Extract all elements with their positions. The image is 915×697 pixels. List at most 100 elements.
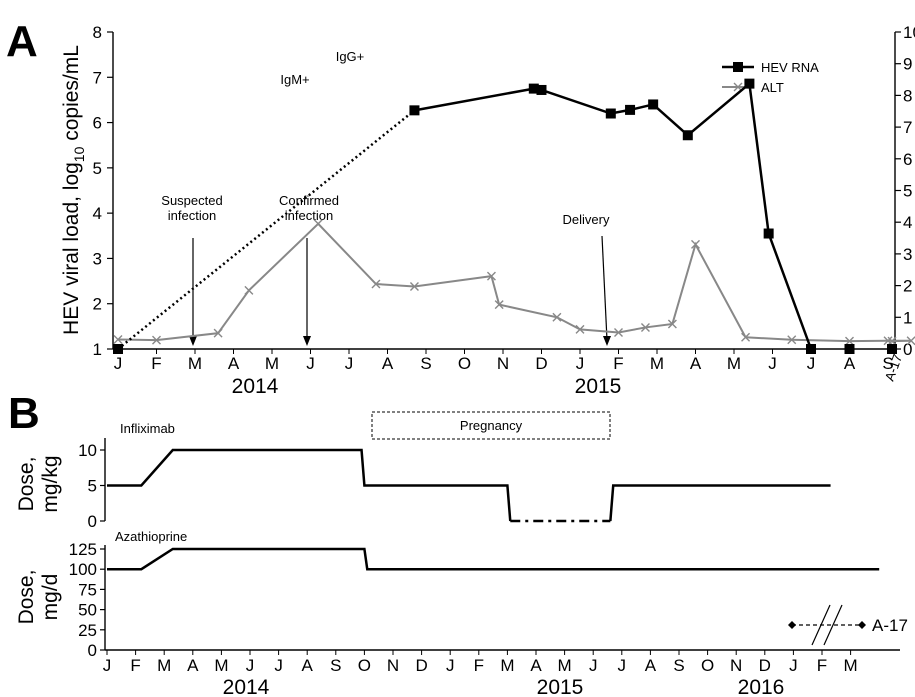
break-slash-1 — [811, 604, 831, 646]
a-x-tick-label: J — [114, 354, 123, 373]
a-left-tick-label: 7 — [93, 68, 102, 87]
b-x-tick-label: A — [302, 656, 314, 675]
pregnancy-box — [371, 411, 611, 440]
panel-a-label: A — [6, 17, 38, 66]
a-x-tick-label: A — [690, 354, 702, 373]
panel-b-label: B — [8, 389, 40, 438]
b-x-tick-label: O — [358, 656, 371, 675]
legend-rna-marker — [733, 62, 743, 72]
b-x-tick-label: S — [330, 656, 341, 675]
a-right-tick-label: 7 — [903, 118, 912, 137]
infliximab-tick-label: 5 — [88, 477, 97, 496]
b-x-tick-label: J — [789, 656, 798, 675]
suspected-label-2: infection — [168, 208, 216, 223]
b-x-tick-label: O — [701, 656, 714, 675]
azathioprine-y-title-1: Dose, — [15, 570, 38, 625]
b-x-tick-label: M — [214, 656, 228, 675]
b-x-tick-label: M — [157, 656, 171, 675]
b-x-tick-label: N — [387, 656, 399, 675]
a-x-tick-label: F — [151, 354, 161, 373]
alt-point — [691, 239, 700, 249]
a-right-tick-label: 2 — [903, 277, 912, 296]
rna-point — [528, 83, 539, 94]
break-label: A-17 — [872, 616, 908, 635]
alt-point — [575, 324, 585, 334]
a-x-tick-label: A — [844, 354, 856, 373]
azathioprine-y-title-2: mg/d — [39, 574, 62, 621]
panel-a-y-title: HEV viral load, log10 copies/mL — [60, 45, 87, 335]
azathioprine-tick-label: 125 — [69, 540, 97, 559]
azathioprine-tick-label: 100 — [69, 560, 97, 579]
a-left-tick-label: 8 — [93, 23, 102, 42]
a-right-tick-label: 10 — [903, 23, 915, 42]
b-x-tick-label: A — [187, 656, 199, 675]
b-x-tick-label: M — [500, 656, 514, 675]
infliximab-line — [107, 448, 512, 522]
a-x-tick-label: J — [576, 354, 585, 373]
b-x-tick-label: N — [730, 656, 742, 675]
infliximab-label: Infliximab — [120, 421, 175, 436]
a-right-tick-label: 6 — [903, 150, 912, 169]
a-x-tick-label: F — [613, 354, 623, 373]
rna-point — [806, 344, 816, 354]
alt-point — [667, 319, 677, 329]
a-x-tick-label: M — [265, 354, 279, 373]
a-left-tick-label: 4 — [93, 204, 102, 223]
a-x-tick-label: M — [727, 354, 741, 373]
b-x-tick-label: J — [618, 656, 627, 675]
rna-dotted-segment — [117, 109, 416, 350]
confirmed-arrowhead — [303, 336, 311, 346]
alt-point — [887, 336, 897, 346]
igg-annotation: IgG+ — [336, 49, 365, 64]
rna-point — [113, 344, 123, 354]
azathioprine-tick-label: 25 — [78, 621, 97, 640]
legend-alt-label: ALT — [761, 80, 784, 95]
alt-point — [741, 332, 751, 342]
a-x-tick-label: N — [497, 354, 509, 373]
b-x-tick-label: J — [446, 656, 455, 675]
panel-b-year-2015: 2015 — [537, 676, 584, 697]
alt-point — [313, 219, 323, 229]
rna-point — [648, 99, 659, 110]
delivery-label: Delivery — [563, 212, 610, 227]
alt-point — [883, 336, 893, 346]
delivery-arrowhead — [603, 336, 611, 346]
panel-b-year-2016: 2016 — [738, 676, 785, 697]
b-x-tick-label: M — [844, 656, 858, 675]
b-x-tick-label: J — [274, 656, 283, 675]
suspected-label-1: Suspected — [161, 193, 222, 208]
a-x-tick-label: S — [882, 354, 893, 373]
infliximab-y-title-1: Dose, — [15, 457, 38, 512]
a-right-tick-label: 4 — [903, 213, 912, 232]
a-x-tick-label: O — [458, 354, 471, 373]
a-left-tick-label: 5 — [93, 159, 102, 178]
confirmed-label-1: Confirmed — [279, 193, 339, 208]
alt-point — [213, 328, 223, 338]
b-x-tick-label: F — [474, 656, 484, 675]
b-x-tick-label: A — [530, 656, 542, 675]
panel-a-year-2014: 2014 — [232, 375, 279, 398]
b-x-tick-label: D — [415, 656, 427, 675]
a-right-tick-label: 1 — [903, 308, 912, 327]
alt-point — [640, 322, 650, 332]
azathioprine-label: Azathioprine — [115, 529, 187, 544]
b-x-tick-label: J — [103, 656, 112, 675]
alt-point — [845, 336, 854, 346]
alt-point — [409, 282, 419, 292]
delivery-arrow — [601, 235, 608, 341]
infliximab-tick-label: 0 — [88, 512, 97, 531]
a-left-tick-label: 2 — [93, 295, 102, 314]
azathioprine-tick-label: 50 — [78, 601, 97, 620]
a-x-tick-label: D — [535, 354, 547, 373]
rna-point — [536, 84, 547, 95]
legend-rna-label: HEV RNA — [761, 60, 819, 75]
infliximab-tick-label: 10 — [78, 441, 97, 460]
rna-point — [763, 228, 774, 239]
break-start-marker — [788, 621, 796, 629]
alt-point — [486, 271, 496, 281]
a-x-tick-label: J — [306, 354, 315, 373]
b-x-tick-label: J — [246, 656, 255, 675]
alt-point — [113, 334, 123, 344]
alt-point — [371, 279, 381, 289]
